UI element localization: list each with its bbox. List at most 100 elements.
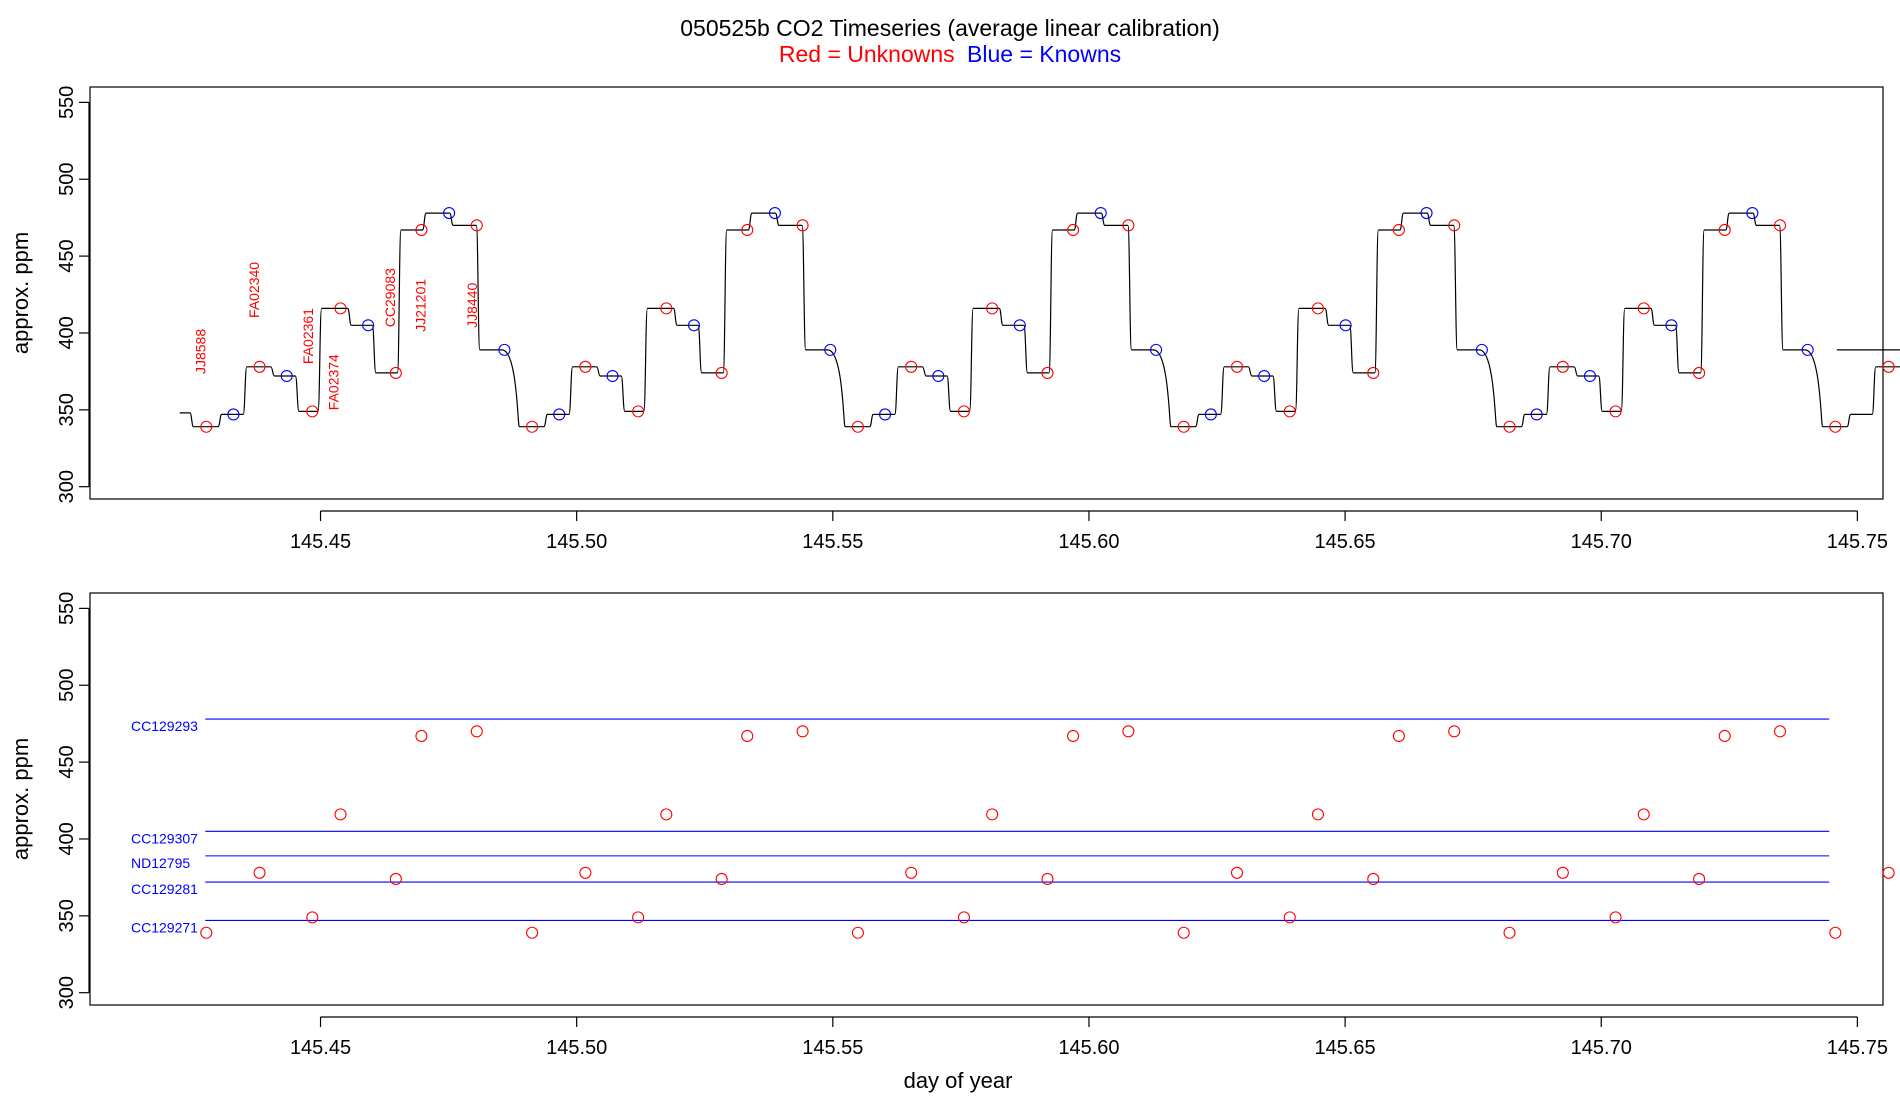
known-marker (824, 343, 837, 356)
unknown-point (741, 729, 754, 743)
calibration-y-tick-label: 350 (56, 899, 78, 932)
known-marker (606, 369, 619, 383)
standard-label: CC129307 (131, 830, 198, 846)
calibration-plot-frame (89, 592, 1884, 1006)
calibration-x-tick-label: 145.75 (1827, 1037, 1888, 1059)
standard-label: CC129271 (131, 919, 198, 935)
cylinder-annotation: FA02374 (325, 354, 341, 410)
cylinder-annotations: JJ8588 FA02340 FA02361 FA02374 CC29083 JJ2120… (192, 262, 480, 411)
timeseries-x-tick-label: 145.45 (290, 531, 351, 553)
calibration-x-tick-label: 145.55 (802, 1037, 863, 1059)
timeseries-markers (200, 207, 1895, 433)
calibration-x-tick-label: 145.45 (290, 1037, 351, 1059)
unknown-point (1311, 808, 1324, 821)
unknown-point (306, 911, 319, 924)
unknown-marker (1067, 223, 1080, 237)
cylinder-annotation: FA02361 (300, 308, 316, 364)
timeseries-y-tick-label: 450 (56, 239, 78, 272)
unknown-point (1829, 926, 1842, 939)
calibration-y-tick-label: 400 (56, 822, 78, 855)
known-marker (498, 343, 511, 356)
calibration-x-tick-label: 145.70 (1571, 1037, 1632, 1059)
known-marker (932, 369, 945, 383)
cylinder-annotation: FA02340 (246, 262, 262, 318)
cylinder-annotation: JJ21201 (413, 279, 429, 332)
timeseries-x-tick-label: 145.70 (1571, 531, 1632, 553)
cylinder-annotation: CC29083 (382, 268, 398, 327)
known-marker (1204, 408, 1217, 421)
calibration-x-axis-title: day of year (904, 1068, 1013, 1093)
timeseries-y-tick-label: 400 (56, 316, 78, 349)
standard-lines: CC129293 CC129307 ND12795 CC129281 CC129271 (131, 718, 1830, 935)
unknown-point (579, 866, 592, 879)
calibration-y-tick-label: 550 (56, 592, 78, 625)
unknown-marker (1230, 360, 1244, 373)
unknown-point (851, 926, 864, 939)
figure-title: 050525b CO2 Timeseries (average linear c… (680, 15, 1220, 41)
unknown-marker (632, 405, 645, 418)
unknown-point (1230, 866, 1244, 879)
known-marker (362, 319, 375, 332)
unknown-marker (1503, 420, 1516, 433)
unknown-point (1041, 872, 1054, 885)
timeseries-plot-frame (89, 86, 1884, 500)
timeseries-y-tick-label: 300 (56, 470, 78, 503)
unknown-point (334, 808, 347, 821)
subtitle-unknowns: Red = Unknowns (779, 41, 955, 67)
known-marker (1013, 319, 1026, 332)
calibration-y-tick-label: 450 (56, 745, 78, 778)
timeseries-axes: 300 350 400 450 500 550 145.45 145.50 145.55 145.… (56, 86, 1888, 553)
unknown-marker (1392, 223, 1405, 237)
calibration-axes: 300 350 400 450 500 550 145.45 145.50 145.55 145.… (56, 592, 1888, 1059)
unknown-marker (306, 405, 319, 418)
known-marker (227, 408, 240, 421)
known-marker (1530, 408, 1543, 421)
calibration-y-axis-title: approx. ppm (8, 738, 33, 860)
calibration-x-tick-label: 145.50 (546, 1037, 607, 1059)
timeseries-y-axis-title: approx. ppm (8, 232, 33, 354)
unknown-point (660, 808, 673, 821)
known-marker (1746, 207, 1759, 220)
unknown-point (1448, 725, 1461, 738)
unknown-marker (986, 302, 999, 315)
standard-label: CC129293 (131, 718, 198, 734)
unknown-marker (253, 360, 266, 373)
unknown-point (526, 926, 539, 939)
unknown-marker (389, 366, 402, 379)
known-marker (1339, 319, 1352, 332)
unknown-marker (1693, 366, 1706, 379)
timeseries-x-tick-label: 145.75 (1827, 531, 1888, 553)
unknown-marker (1311, 302, 1324, 315)
unknown-marker (1718, 223, 1731, 237)
unknown-point (1367, 872, 1380, 885)
unknown-marker (660, 302, 673, 315)
timeseries-x-tick-label: 145.55 (802, 531, 863, 553)
known-marker (553, 408, 566, 421)
unknown-marker (905, 360, 918, 373)
known-marker (443, 207, 456, 220)
known-marker (768, 207, 781, 220)
unknown-marker (796, 219, 809, 232)
timeseries-x-tick-label: 145.50 (546, 531, 607, 553)
unknown-point (1718, 729, 1731, 743)
unknown-point (1609, 911, 1622, 924)
unknown-point (200, 926, 213, 939)
unknown-point (905, 866, 918, 879)
unknown-point (1503, 926, 1516, 939)
unknown-marker (470, 219, 483, 232)
known-marker (1258, 369, 1271, 383)
unknown-marker (200, 420, 213, 433)
known-marker (1665, 319, 1678, 332)
known-marker (280, 369, 293, 383)
standard-label: CC129281 (131, 881, 198, 897)
unknown-point (986, 808, 999, 821)
known-marker (687, 319, 701, 332)
unknown-point (1392, 729, 1405, 743)
unknown-marker (334, 302, 347, 315)
known-marker (1801, 343, 1814, 356)
unknown-marker (715, 366, 728, 379)
calibration-y-tick-label: 300 (56, 976, 78, 1009)
unknown-point (1177, 926, 1190, 939)
unknown-point (1773, 725, 1787, 738)
calibration-y-tick-label: 500 (56, 669, 78, 702)
